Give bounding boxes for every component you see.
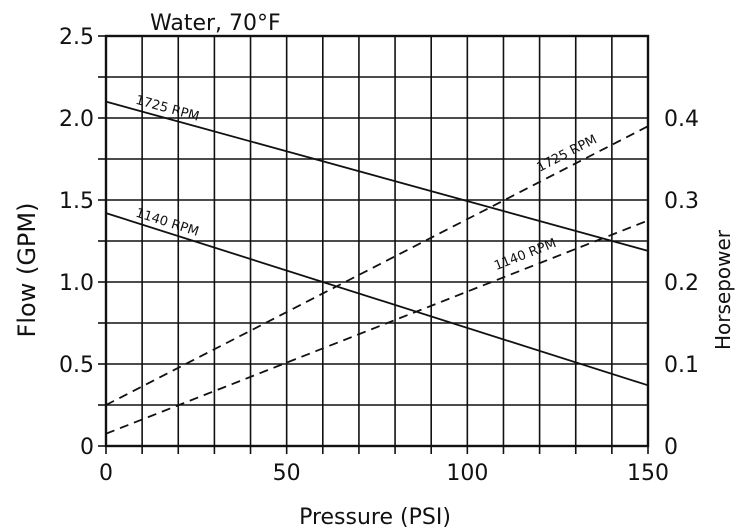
y-right-tick-label: 0.1 xyxy=(664,353,699,378)
series-label: 1725 RPM xyxy=(134,93,201,125)
y-right-tick-label: 0.3 xyxy=(664,189,699,214)
grid xyxy=(105,35,649,447)
y-right-tick-label: 0.4 xyxy=(664,107,699,132)
x-tick-label: 50 xyxy=(273,461,301,486)
series-line-flow-1140 xyxy=(105,212,649,387)
y-left-tick-label: 0 xyxy=(80,435,94,460)
y-left-tick-label: 1.5 xyxy=(59,189,94,214)
series-line-horsepower-1140 xyxy=(105,219,649,435)
y-axis-right-label: Horsepower xyxy=(711,229,735,350)
x-axis-label: Pressure (PSI) xyxy=(299,505,451,530)
x-tick-label: 150 xyxy=(627,461,669,486)
y-left-tick-label: 2.0 xyxy=(59,107,94,132)
x-tick-label: 0 xyxy=(99,461,113,486)
series-line-flow-1725 xyxy=(105,100,649,252)
plot-frame xyxy=(98,34,650,454)
series-label: 1725 RPM xyxy=(535,132,600,175)
x-tick-label: 100 xyxy=(446,461,488,486)
y-axis-left-label: Flow (GPM) xyxy=(13,203,41,338)
y-left-tick-label: 2.5 xyxy=(59,25,94,50)
series-line-horsepower-1725 xyxy=(105,125,649,406)
series-label: 1140 RPM xyxy=(134,206,201,240)
y-right-tick-label: 0 xyxy=(664,435,678,460)
y-right-tick-label: 0.2 xyxy=(664,271,699,296)
chart-title: Water, 70°F xyxy=(150,11,281,36)
y-left-tick-label: 0.5 xyxy=(59,353,94,378)
y-left-tick-label: 1.0 xyxy=(59,271,94,296)
